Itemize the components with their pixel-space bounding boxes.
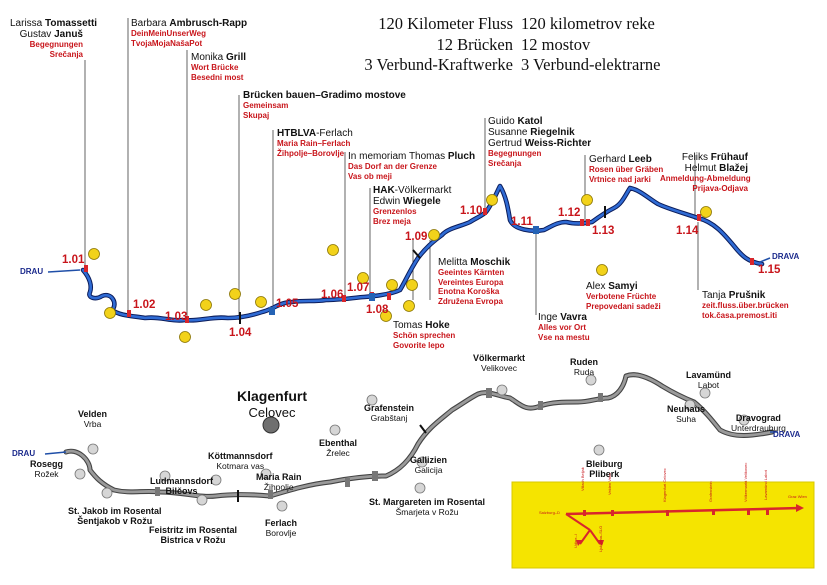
annotation-htblva: HTBLVA-Ferlach Maria Rain–Ferlach Žihpol… (277, 128, 353, 158)
river-label-drau: DRAU (20, 267, 44, 276)
inset-label-klagenfurt: Klagenfurt Celovec (662, 468, 667, 502)
inset-label-udine: Udine–I (573, 534, 578, 548)
annotation-grill: Monika Grill Wort Brücke Besedni most (191, 52, 247, 82)
bridge-label-1-03: 1.03 (165, 311, 188, 323)
lower-bridges (155, 388, 603, 499)
inset-label-salzburg: Salzburg–D (539, 510, 560, 515)
inset-label-lavamuend: Lavamünd Labot (763, 470, 768, 500)
bridge-label-1-09: 1.09 (405, 231, 428, 243)
town-lavamuend: Lavamünd Labot (686, 370, 732, 390)
town-ferlach: Ferlach Borovlje (265, 518, 298, 538)
annotation-pluch: In memoriam Thomas Pluch Das Dorf an der… (348, 151, 476, 181)
stat-plants-sl: 3 Verbund-elektrarne (521, 55, 661, 74)
river-label-drava: DRAVA (772, 252, 800, 261)
bridge-label-1-12: 1.12 (558, 207, 581, 219)
stat-plants-de: 3 Verbund-Kraftwerke (364, 55, 513, 74)
bridge-label-1-10: 1.10 (460, 205, 483, 217)
inset-label-velden: Velden Vrba (607, 473, 612, 495)
stat-bridges-de: 12 Brücken (436, 34, 513, 54)
town-ruden: Ruden Ruda (570, 357, 598, 377)
town-grafenstein: Grafenstein Grabštanj (364, 403, 415, 423)
inset-label-voelkermarkt: Völkermarkt Velikovec (743, 462, 748, 502)
town-feistritz: Feistritz im Rosental Bistrica v Rožu (149, 525, 238, 545)
town-velden: Velden Vrba (78, 409, 108, 429)
town-dravograd: Dravograd Unterdrauburg (731, 413, 786, 433)
town-neuhaus: Neuhaus Suha (667, 404, 706, 424)
town-gallizien: Gallizien Galicija (410, 455, 448, 475)
annotation-ambrusch-rapp: Barbara Ambrusch-Rapp DeinMeinUnserWeg T… (131, 18, 248, 48)
annotation-katol: Guido Katol Susanne Riegelnik Gertrud We… (488, 116, 592, 168)
sun-markers (88, 194, 712, 343)
town-ebenthal: Ebenthal Žrelec (319, 438, 358, 458)
town-st-margareten: St. Margareten im Rosental Šmarjeta v Rož… (369, 497, 486, 517)
inset-map (511, 481, 815, 569)
stat-river-de: 120 Kilometer Fluss (378, 14, 513, 33)
inset-label-ljubljana: Ljubljana–SLO (598, 525, 603, 552)
stat-bridges-sl: 12 mostov (521, 34, 591, 54)
bridge-label-1-07: 1.07 (347, 282, 370, 294)
inset-label-grafenstein: Grafenstein (708, 481, 713, 502)
bridge-label-1-14: 1.14 (676, 225, 699, 237)
annotation-fruehauf: Feliks Frühauf Helmut Blažej Anmeldung-A… (660, 152, 751, 193)
bridge-label-1-04: 1.04 (229, 327, 252, 339)
capital-dot (262, 416, 280, 434)
annotation-samyi: Alex Samyi Verbotene Früchte Prepovedani… (586, 281, 661, 311)
town-maria-rain: Maria Rain Žihpolje (256, 472, 302, 492)
town-rosegg: Rosegg Rožek (30, 459, 64, 479)
annotation-vavra: Inge Vavra Alles vor Ort Vse na mestu (538, 312, 590, 342)
town-st-jakob: St. Jakob im Rosental Šentjakob v Rožu (68, 506, 162, 526)
stats-slovene: 120 kilometrov reke 12 mostov 3 Verbund-… (521, 14, 660, 76)
annotation-prusnik: Tanja Prušnik zeit.fluss.über.brücken to… (702, 290, 789, 320)
bridge-label-1-08: 1.08 (366, 304, 389, 316)
bridge-label-1-05: 1.05 (276, 298, 299, 310)
town-voelkermarkt: Völkermarkt Velikovec (473, 353, 526, 373)
annotation-tomassetti: Larissa Tomassetti Gustav Januš Begegnun… (10, 18, 98, 59)
annotation-hak: HAK-Völkermarkt Edwin Wiegele Grenzenlos… (373, 185, 452, 226)
town-circles (74, 374, 750, 512)
annotation-hoke: Tomas Hoke Schön sprechen Govorite lepo (393, 320, 456, 350)
town-koettmannsdorf: Köttmannsdorf Kotmara vas (208, 451, 273, 471)
leader-lines (84, 18, 699, 320)
rail-bridges (239, 206, 606, 324)
lower-river-label-drau: DRAU (12, 449, 36, 458)
lower-river-label-drava: DRAVA (773, 430, 801, 439)
capital-label: Klagenfurt Celovec (237, 388, 307, 420)
inset-label-villach: Villach Beljak (580, 467, 585, 491)
bridge-label-1-06: 1.06 (321, 289, 344, 301)
stats-german: 120 Kilometer Fluss 12 Brücken 3 Verbund… (364, 14, 513, 76)
town-ludmannsdorf: Ludmannsdorf Bilčovs (150, 476, 213, 496)
bridge-label-1-02: 1.02 (133, 299, 156, 311)
bridge-label-1-01: 1.01 (62, 254, 85, 266)
annotation-bruecken-bauen: Brücken bauen–Gradimo mostove Gemeinsam … (243, 90, 406, 120)
bridge-label-1-11: 1.11 (511, 216, 533, 228)
town-bleiburg: Bleiburg Pliberk (586, 459, 623, 479)
inset-label-graz: Graz Wien (788, 494, 807, 499)
stat-river-sl: 120 kilometrov reke (521, 14, 655, 33)
annotation-leeb: Gerhard Leeb Rosen über Gräben Vrtnice n… (589, 154, 664, 184)
annotation-moschik: Melitta Moschik Geeintes Kärnten Vereint… (438, 257, 511, 306)
bridge-label-1-15: 1.15 (758, 264, 781, 276)
bridge-label-1-13: 1.13 (592, 225, 615, 237)
power-plants (269, 226, 539, 315)
